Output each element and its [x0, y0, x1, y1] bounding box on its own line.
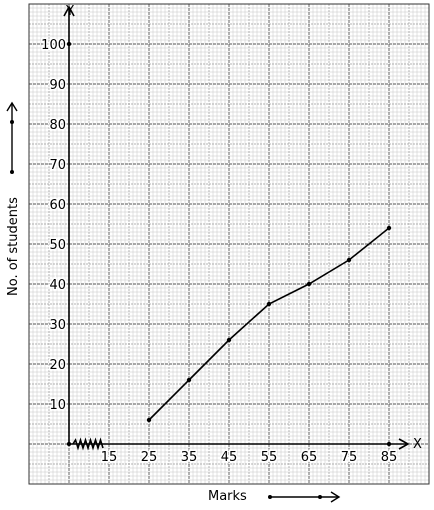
x-tick-label: 15	[101, 450, 118, 465]
data-point	[346, 257, 352, 263]
y-tick-label: 60	[49, 198, 66, 213]
y-direction-dot-mid	[10, 120, 14, 124]
y-axis-letter: Y	[65, 4, 74, 19]
axis-labels: Y X Marks No. of students	[6, 4, 422, 504]
x-tick-label: 35	[181, 450, 198, 465]
x-axis-arrow	[398, 438, 410, 450]
data-point	[186, 377, 192, 383]
y-tick-label: 40	[49, 278, 66, 293]
y-direction-arrowhead	[6, 101, 18, 112]
x-axis-break-zigzag	[72, 437, 104, 451]
data-point	[226, 337, 232, 343]
x-tick-label: 65	[301, 450, 318, 465]
x-tick-label: 45	[221, 450, 238, 465]
y-tick-label: 10	[49, 398, 66, 413]
x-direction-dot-start	[268, 495, 272, 499]
y-axis-title: No. of students	[6, 197, 21, 296]
y-tick-label: 50	[49, 238, 66, 253]
x-tick-label: 85	[381, 450, 398, 465]
y-tick-label: 90	[49, 78, 66, 93]
x-axis-letter: X	[413, 437, 422, 452]
y-tick-label: 70	[49, 158, 66, 173]
x-tick-label: 75	[341, 450, 358, 465]
y-axis-top-dot	[66, 41, 72, 47]
axes	[63, 5, 410, 451]
x-tick-label: 25	[141, 450, 158, 465]
data-point	[146, 417, 152, 423]
x-direction-dot-mid	[318, 495, 322, 499]
y-tick-label: 100	[41, 38, 66, 53]
y-tick-label: 30	[49, 318, 66, 333]
data-point	[386, 225, 392, 231]
x-direction-arrowhead	[330, 491, 341, 503]
y-axis-arrow	[63, 5, 75, 17]
x-axis-title: Marks	[208, 489, 247, 504]
tick-labels: 10 20 30 40 50 60 70 80 90 100 15 25 35 45 55 65 75 85	[40, 37, 399, 467]
graph-paper-grid	[28, 3, 430, 485]
y-direction-dot-start	[10, 170, 14, 174]
y-tick-label: 20	[49, 358, 66, 373]
data-point	[266, 301, 272, 307]
data-point	[306, 281, 312, 287]
y-tick-label: 80	[49, 118, 66, 133]
grid-frame	[28, 3, 430, 485]
origin-dot	[66, 441, 72, 447]
x-axis-end-dot	[386, 441, 392, 447]
x-tick-label: 55	[261, 450, 278, 465]
data-series	[146, 225, 392, 423]
